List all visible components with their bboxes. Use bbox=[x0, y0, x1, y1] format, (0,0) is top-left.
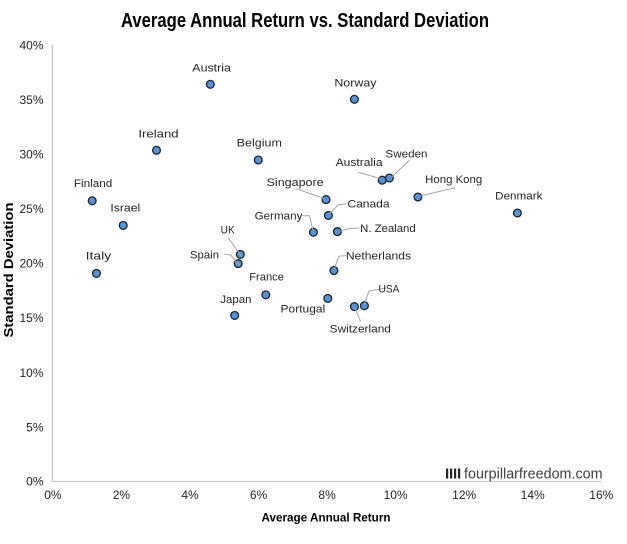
svg-text:2%: 2% bbox=[113, 488, 131, 502]
svg-text:Belgium: Belgium bbox=[237, 138, 282, 150]
svg-text:5%: 5% bbox=[26, 420, 44, 434]
svg-text:Singapore: Singapore bbox=[267, 177, 324, 189]
svg-text:25%: 25% bbox=[19, 202, 43, 216]
svg-text:Norway: Norway bbox=[334, 78, 377, 90]
svg-text:4%: 4% bbox=[181, 488, 199, 502]
svg-text:France: France bbox=[249, 272, 284, 284]
svg-text:12%: 12% bbox=[452, 488, 476, 502]
svg-text:20%: 20% bbox=[19, 257, 43, 271]
svg-text:fourpillarfreedom.com: fourpillarfreedom.com bbox=[464, 466, 603, 483]
svg-text:Italy: Italy bbox=[86, 251, 112, 263]
svg-text:Canada: Canada bbox=[347, 198, 390, 210]
svg-text:Israel: Israel bbox=[110, 203, 140, 215]
svg-text:Sweden: Sweden bbox=[385, 149, 427, 161]
svg-text:6%: 6% bbox=[250, 488, 268, 502]
svg-text:Spain: Spain bbox=[190, 249, 219, 261]
svg-text:10%: 10% bbox=[384, 488, 408, 502]
svg-text:10%: 10% bbox=[19, 366, 43, 380]
svg-text:Average Annual Return: Average Annual Return bbox=[262, 511, 391, 525]
svg-text:8%: 8% bbox=[318, 488, 336, 502]
svg-text:16%: 16% bbox=[589, 488, 613, 502]
svg-text:14%: 14% bbox=[521, 488, 545, 502]
svg-text:15%: 15% bbox=[19, 311, 43, 325]
svg-text:Netherlands: Netherlands bbox=[346, 250, 412, 262]
svg-text:Australia: Australia bbox=[336, 157, 384, 169]
svg-text:35%: 35% bbox=[19, 93, 43, 107]
svg-text:N. Zealand: N. Zealand bbox=[360, 223, 416, 235]
svg-text:0%: 0% bbox=[44, 488, 62, 502]
svg-text:Portugal: Portugal bbox=[281, 304, 326, 316]
svg-text:UK: UK bbox=[221, 225, 236, 237]
svg-text:Germany: Germany bbox=[255, 211, 303, 223]
svg-text:Average Annual Return vs. Stan: Average Annual Return vs. Standard Devia… bbox=[121, 10, 489, 32]
svg-text:30%: 30% bbox=[19, 148, 43, 162]
svg-text:Austria: Austria bbox=[192, 63, 232, 75]
svg-text:0%: 0% bbox=[26, 475, 44, 489]
svg-text:Standard Deviation: Standard Deviation bbox=[1, 202, 16, 337]
svg-text:40%: 40% bbox=[19, 39, 43, 53]
svg-text:Ireland: Ireland bbox=[138, 128, 178, 140]
svg-text:Japan: Japan bbox=[220, 294, 251, 306]
svg-text:USA: USA bbox=[379, 284, 401, 296]
svg-text:Switzerland: Switzerland bbox=[330, 324, 391, 336]
svg-text:Hong Kong: Hong Kong bbox=[425, 174, 482, 186]
svg-text:Finland: Finland bbox=[74, 178, 112, 190]
svg-text:Denmark: Denmark bbox=[495, 191, 543, 203]
